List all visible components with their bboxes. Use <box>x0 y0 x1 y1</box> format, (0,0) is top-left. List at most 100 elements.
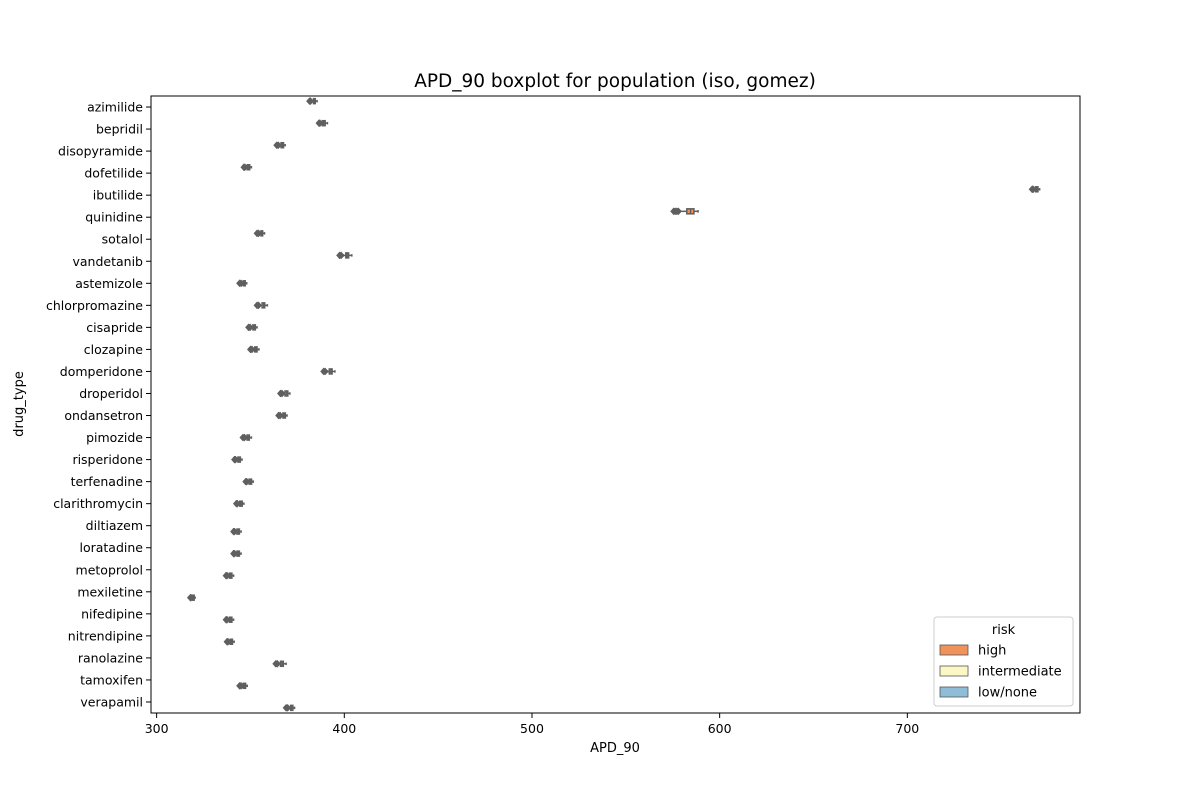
outlier-point <box>248 345 256 354</box>
legend-swatch <box>939 665 969 677</box>
y-tick-label: mexiletine <box>77 584 143 599</box>
outlier-point <box>187 593 195 602</box>
box-sotalol <box>253 229 266 238</box>
outlier-point <box>224 637 232 646</box>
legend: risk high intermediate low/none <box>933 616 1074 707</box>
y-tick-label: azimilide <box>87 100 143 115</box>
box-ondansetron <box>275 411 288 420</box>
outlier-point <box>223 571 231 580</box>
outlier-point <box>230 549 239 558</box>
box-quinidine <box>670 207 699 216</box>
outlier-point <box>674 207 682 216</box>
box-azimilide <box>306 97 318 106</box>
x-axis-label: APD_90 <box>590 741 640 756</box>
outlier-point <box>276 411 284 420</box>
box-domperidone <box>320 367 336 376</box>
y-tick-label: ibutilide <box>93 188 144 203</box>
outlier-point <box>337 251 345 260</box>
y-tick-label: nitrendipine <box>68 628 144 643</box>
legend-swatch <box>939 686 969 698</box>
y-tick-label: diltiazem <box>86 518 143 533</box>
outlier-point <box>321 367 329 376</box>
box-bepridil <box>315 119 329 128</box>
x-tick-label: 400 <box>332 721 356 736</box>
box-ranolazine <box>272 659 287 668</box>
outlier-point <box>273 659 281 668</box>
outlier-point <box>284 703 292 712</box>
box-ibutilide <box>1028 185 1041 194</box>
box-pimozide <box>239 433 253 442</box>
outlier-point <box>274 141 282 150</box>
y-tick-label: chlorpromazine <box>46 298 143 313</box>
y-tick-label: clarithromycin <box>53 496 143 511</box>
box-disopyramide <box>273 141 286 150</box>
box-verapamil <box>282 703 296 712</box>
box-astemizole <box>236 279 248 288</box>
y-axis: azimilide bepridil disopyramide dofetilide i… <box>46 100 151 709</box>
outlier-point <box>223 615 231 624</box>
box-loratadine <box>230 549 242 558</box>
box-clozapine <box>246 345 260 354</box>
x-tick-label: 600 <box>708 721 732 736</box>
outlier-point <box>278 389 286 398</box>
legend-label: intermediate <box>978 665 1062 680</box>
plot-frame <box>150 95 1081 714</box>
legend-label: high <box>978 644 1006 659</box>
x-axis: 300 400 500 600 700 <box>145 713 919 736</box>
y-tick-label: droperidol <box>79 386 143 401</box>
legend-title: risk <box>992 623 1016 638</box>
outlier-point <box>233 499 241 508</box>
outlier-point <box>237 681 245 690</box>
x-tick-label: 700 <box>895 721 919 736</box>
y-tick-label: terfenadine <box>71 474 144 489</box>
box-terfenadine <box>242 477 255 486</box>
outlier-point <box>231 455 239 464</box>
outlier-point <box>316 119 324 128</box>
x-tick-label: 500 <box>520 721 544 736</box>
legend-frame <box>933 616 1074 707</box>
outlier-point <box>246 323 254 332</box>
y-tick-label: tamoxifen <box>80 672 143 687</box>
y-tick-label: disopyramide <box>58 144 143 159</box>
y-tick-label: dofetilide <box>84 166 143 181</box>
y-tick-label: ranolazine <box>78 650 143 665</box>
outlier-point <box>243 477 251 486</box>
box-dofetilide <box>240 163 253 172</box>
box-diltiazem <box>230 527 242 536</box>
y-axis-label: drug_type <box>12 371 27 437</box>
y-tick-label: clozapine <box>84 342 144 357</box>
y-tick-label: pimozide <box>86 430 143 445</box>
y-tick-label: loratadine <box>79 540 143 555</box>
y-tick-label: vandetanib <box>73 254 144 269</box>
box-vandetanib <box>336 251 353 260</box>
y-tick-label: verapamil <box>80 694 143 709</box>
outlier-point <box>1029 185 1037 194</box>
box-chlorpromazine <box>253 301 269 310</box>
outlier-point <box>306 97 315 106</box>
y-tick-label: astemizole <box>75 276 143 291</box>
outlier-point <box>240 433 248 442</box>
outlier-point <box>237 279 245 288</box>
legend-swatch <box>939 644 969 656</box>
y-tick-label: risperidone <box>72 452 143 467</box>
y-tick-label: nifedipine <box>81 606 143 621</box>
outlier-point <box>241 163 249 172</box>
box-mexiletine <box>186 593 196 602</box>
box-nifedipine <box>222 615 235 624</box>
plot-area <box>186 97 1041 712</box>
box-risperidone <box>230 455 243 464</box>
y-tick-label: bepridil <box>96 122 143 137</box>
y-tick-label: metoprolol <box>76 562 143 577</box>
box-nitrendipine <box>223 637 235 646</box>
y-tick-label: sotalol <box>102 232 143 247</box>
y-tick-label: domperidone <box>60 364 144 379</box>
box-clarithromycin <box>232 499 245 508</box>
y-tick-label: quinidine <box>85 210 143 225</box>
outlier-point <box>230 527 239 536</box>
y-tick-label: cisapride <box>86 320 143 335</box>
box-cisapride <box>245 323 258 332</box>
box-droperidol <box>276 389 291 398</box>
box-tamoxifen <box>236 681 249 690</box>
